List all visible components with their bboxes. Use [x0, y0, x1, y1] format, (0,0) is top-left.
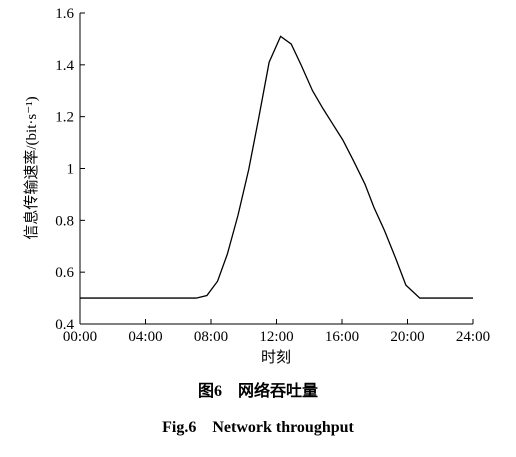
y-tick-label: 0.6: [55, 265, 74, 281]
x-tick-label: 24:00: [456, 329, 490, 345]
caption-cn: 图6 网络吞吐量: [198, 381, 318, 400]
y-tick-label: 1.2: [55, 110, 74, 126]
data-line: [80, 35, 473, 299]
x-tick-label: 08:00: [194, 329, 228, 345]
x-tick-label: 16:00: [325, 329, 359, 345]
x-tick-label: 12:00: [259, 329, 293, 345]
y-tick-label: 0.8: [55, 213, 74, 229]
y-axis-label: 信息传输速率/(bit·s⁻¹): [23, 96, 40, 239]
caption-en: Fig.6 Network throughput: [162, 419, 354, 436]
x-tick-label: 00:00: [63, 329, 97, 345]
x-tick-label: 04:00: [128, 329, 162, 345]
x-tick-label: 20:00: [390, 329, 424, 345]
x-axis-label: 时刻: [261, 349, 291, 366]
y-tick-label: 1.4: [55, 58, 74, 74]
y-tick-label: 0.4: [55, 317, 74, 333]
y-tick-label: 1.6: [55, 6, 74, 22]
y-tick-label: 1: [67, 162, 75, 178]
